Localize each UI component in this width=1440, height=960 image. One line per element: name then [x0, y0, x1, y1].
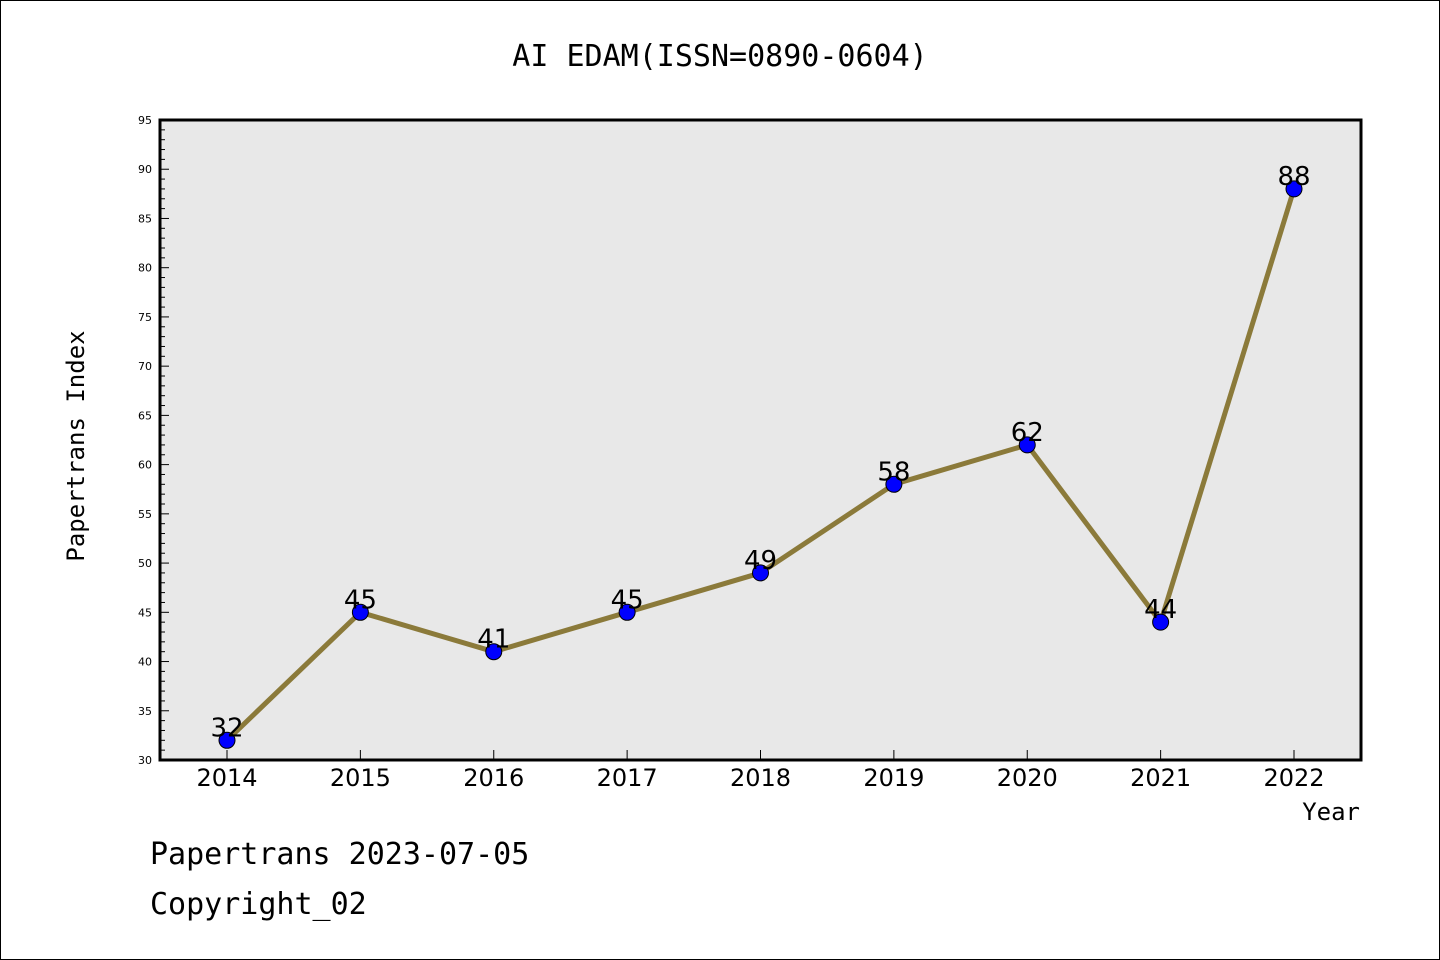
footer-copyright: Copyright_02	[150, 887, 367, 922]
x-tick-label: 2022	[1263, 764, 1324, 792]
series-layer	[218, 180, 1303, 749]
x-tick-label: 2016	[463, 764, 524, 792]
data-point	[1152, 613, 1170, 631]
data-point	[218, 731, 236, 749]
y-tick-label: 60	[138, 459, 152, 472]
y-tick-label: 90	[138, 163, 152, 176]
data-label: 41	[477, 625, 510, 655]
y-tick-label: 50	[138, 557, 152, 570]
data-point	[485, 643, 503, 661]
data-label: 58	[877, 457, 910, 487]
chart-title: AI EDAM(ISSN=0890-0604)	[512, 39, 927, 74]
y-tick-label: 65	[138, 409, 152, 422]
data-label: 88	[1277, 162, 1310, 192]
y-tick-label: 30	[138, 754, 152, 767]
y-axis: 30 35 40 45 50 55 60 65 70 75 80 85 90 95	[138, 114, 169, 767]
x-axis-label: Year	[1302, 798, 1360, 826]
data-point	[1285, 180, 1303, 198]
y-tick-label: 85	[138, 212, 152, 225]
x-tick-label: 2015	[330, 764, 391, 792]
y-tick-label: 75	[138, 311, 152, 324]
data-point	[618, 603, 636, 621]
x-tick-label: 2021	[1130, 764, 1191, 792]
y-tick-label: 55	[138, 508, 152, 521]
data-label: 45	[611, 585, 644, 615]
x-tick-label: 2019	[863, 764, 924, 792]
y-tick-label: 45	[138, 606, 152, 619]
data-label: 62	[1011, 418, 1044, 448]
y-axis-label: Papertrans Index	[62, 330, 90, 561]
x-tick-label: 2014	[196, 764, 257, 792]
data-label-layer: 32 45 41 45 49 58 62 44 88	[210, 162, 1310, 743]
y-tick-label: 40	[138, 656, 152, 669]
data-point	[885, 475, 903, 493]
y-tick-label: 95	[138, 114, 152, 127]
data-label: 45	[344, 585, 377, 615]
data-point	[351, 603, 369, 621]
x-tick-label: 2018	[730, 764, 791, 792]
plot-area	[158, 118, 1363, 762]
x-tick-label: 2020	[997, 764, 1058, 792]
y-tick-label: 80	[138, 262, 152, 275]
x-axis: 2014 2015 2016 2017 2018 2019 2020 2021 2022	[196, 750, 1325, 792]
y-tick-label: 70	[138, 360, 152, 373]
data-label: 32	[210, 713, 243, 743]
y-tick-label: 35	[138, 705, 152, 718]
footer-date: Papertrans 2023-07-05	[150, 837, 529, 872]
data-label: 49	[744, 546, 777, 576]
data-point	[752, 564, 769, 582]
data-point	[1018, 436, 1036, 454]
x-tick-label: 2017	[597, 764, 658, 792]
data-label: 44	[1144, 595, 1177, 625]
